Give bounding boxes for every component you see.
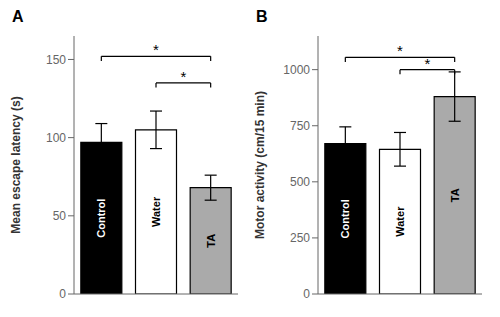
svg-text:Mean escape latency (s): Mean escape latency (s) bbox=[9, 96, 23, 233]
svg-text:1000: 1000 bbox=[283, 63, 310, 77]
html-text:B: B bbox=[256, 8, 268, 25]
svg-text:*: * bbox=[153, 41, 159, 58]
svg-text:250: 250 bbox=[290, 231, 310, 245]
svg-text:TA: TA bbox=[449, 188, 461, 202]
svg-text:*: * bbox=[180, 68, 186, 85]
svg-text:Control: Control bbox=[339, 199, 351, 238]
svg-text:Water: Water bbox=[394, 206, 406, 237]
svg-text:750: 750 bbox=[290, 119, 310, 133]
svg-text:TA: TA bbox=[205, 234, 217, 248]
svg-text:0: 0 bbox=[303, 287, 310, 301]
svg-text:*: * bbox=[424, 55, 430, 72]
html-text:A: A bbox=[12, 8, 24, 25]
svg-text:Motor activity (cm/15 min): Motor activity (cm/15 min) bbox=[253, 91, 267, 239]
svg-text:*: * bbox=[397, 42, 403, 59]
svg-text:100: 100 bbox=[46, 131, 66, 145]
svg-text:50: 50 bbox=[53, 209, 67, 223]
svg-text:Control: Control bbox=[95, 199, 107, 238]
svg-text:Water: Water bbox=[150, 196, 162, 227]
svg-text:150: 150 bbox=[46, 53, 66, 67]
svg-text:0: 0 bbox=[59, 287, 66, 301]
svg-text:500: 500 bbox=[290, 175, 310, 189]
